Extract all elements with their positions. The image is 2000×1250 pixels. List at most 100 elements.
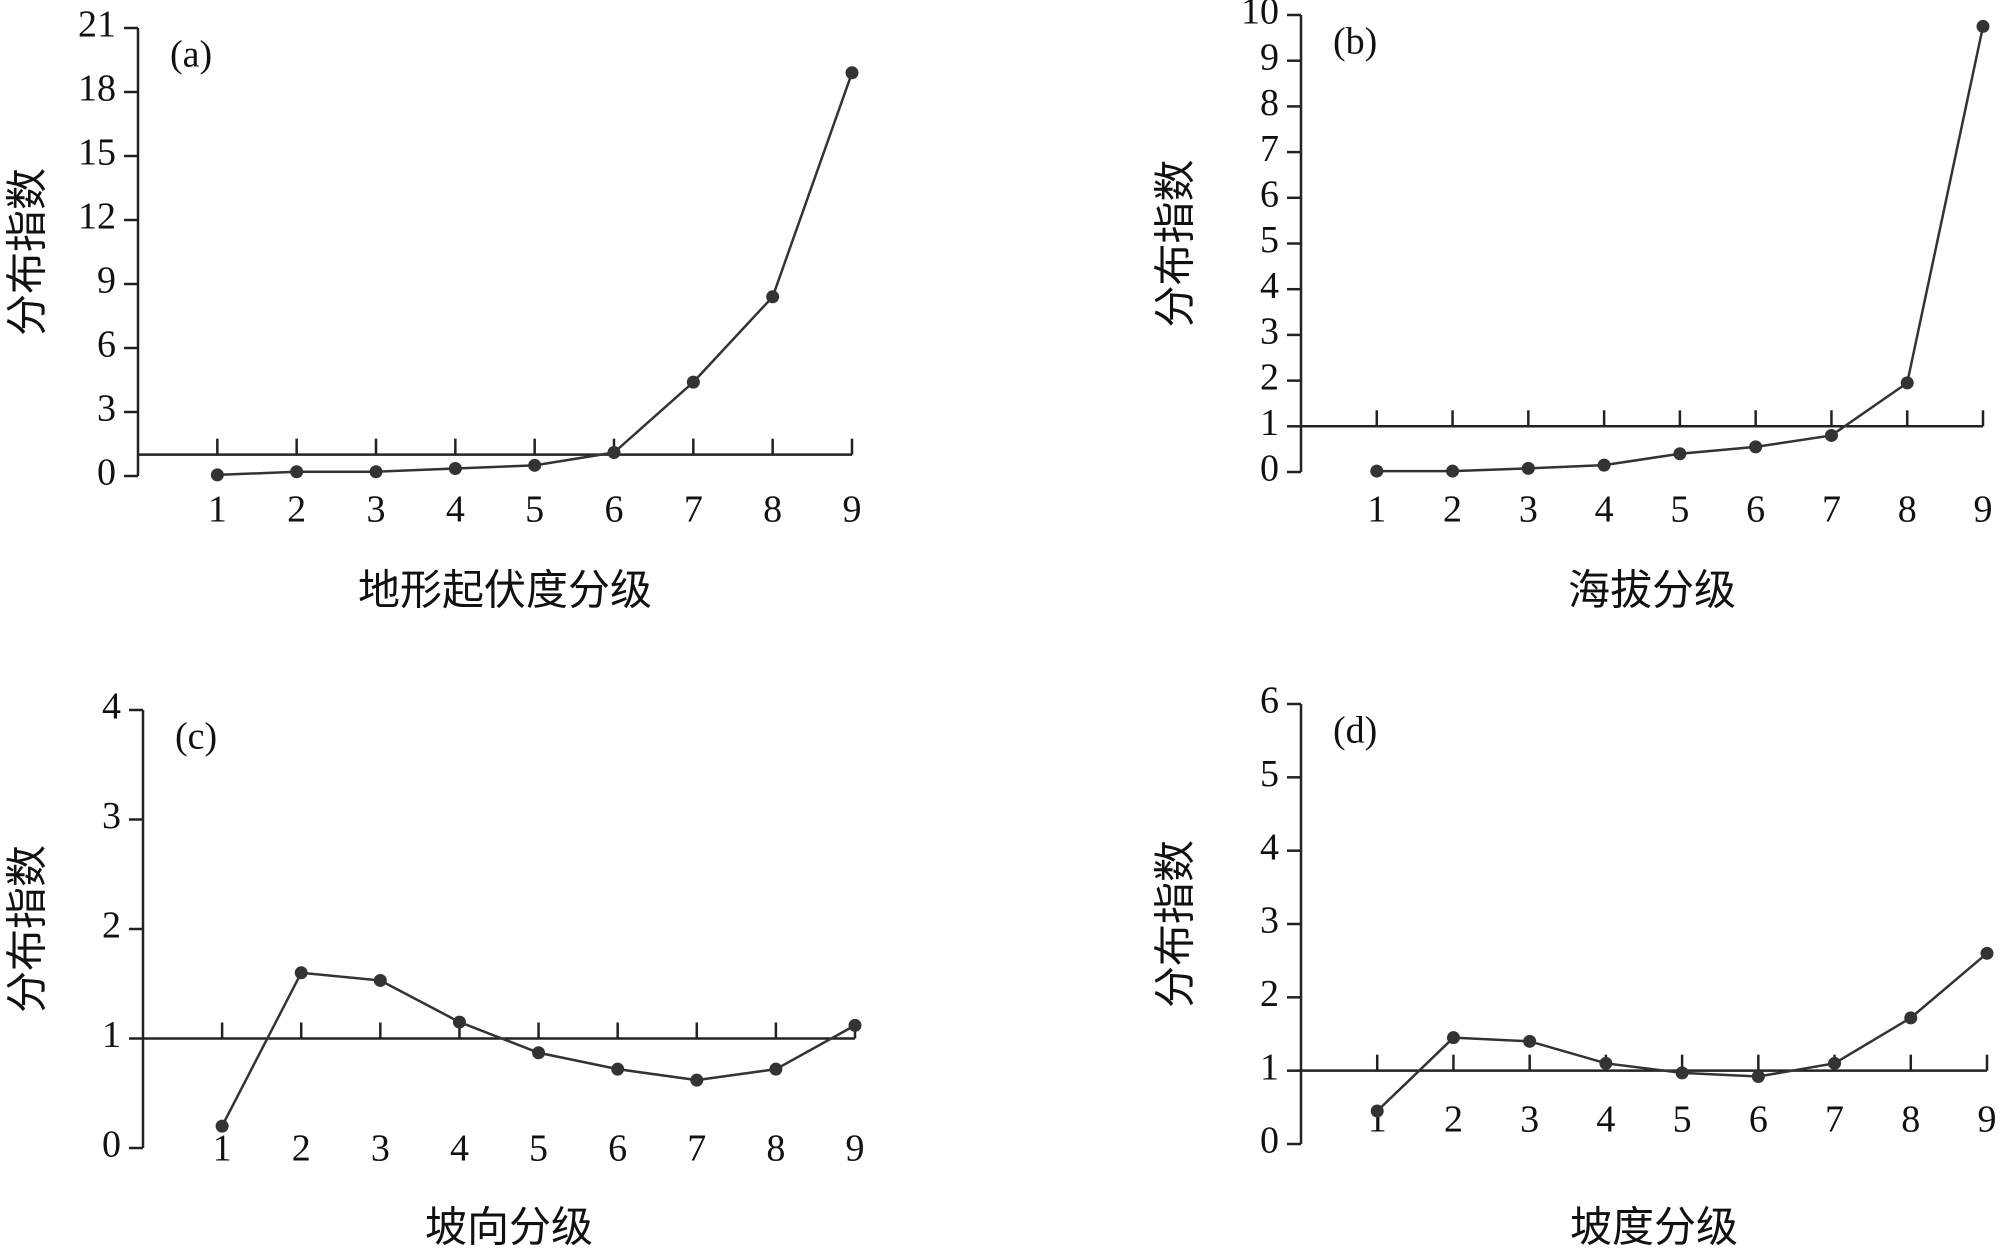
y-tick-label: 5 — [1260, 219, 1279, 261]
y-tick-label: 0 — [97, 452, 116, 494]
y-tick-label: 4 — [102, 686, 121, 728]
y-tick-label: 5 — [1260, 753, 1279, 795]
data-point — [528, 458, 542, 472]
x-tick-label: 6 — [1746, 489, 1765, 531]
y-tick-label: 12 — [78, 196, 116, 238]
x-tick-label: 4 — [446, 489, 465, 531]
data-point — [1523, 1034, 1537, 1048]
data-point — [369, 465, 383, 479]
x-tick-label: 5 — [529, 1128, 548, 1170]
data-point — [373, 973, 387, 987]
y-tick-label: 3 — [1260, 900, 1279, 942]
y-tick-label: 1 — [1260, 402, 1279, 444]
panel-label: (b) — [1333, 21, 1377, 63]
data-point — [1749, 440, 1763, 454]
y-tick-label: 1 — [1260, 1046, 1279, 1088]
y-tick-label: 9 — [1260, 36, 1279, 78]
y-tick-label: 2 — [1260, 356, 1279, 398]
data-point — [290, 465, 304, 479]
x-tick-label: 9 — [1978, 1099, 1997, 1141]
x-tick-label: 7 — [687, 1128, 706, 1170]
y-tick-label: 6 — [1260, 174, 1279, 216]
y-tick-label: 10 — [1241, 0, 1279, 33]
y-tick-label: 0 — [102, 1124, 121, 1166]
panel-label: (c) — [175, 716, 217, 758]
data-line — [217, 72, 854, 477]
y-tick-label: 4 — [1260, 265, 1279, 307]
x-tick-label: 7 — [684, 489, 703, 531]
data-point — [1904, 1011, 1918, 1025]
data-point — [766, 290, 780, 304]
data-point — [845, 66, 859, 80]
x-tick-label: 5 — [1673, 1099, 1692, 1141]
x-tick-label: 8 — [766, 1128, 785, 1170]
x-axis-title: 海拔分级 — [1568, 569, 1736, 615]
y-tick-label: 7 — [1260, 128, 1279, 170]
data-point — [1673, 447, 1687, 461]
x-tick-label: 7 — [1825, 1099, 1844, 1141]
x-tick-label: 3 — [1520, 1099, 1539, 1141]
data-line — [1376, 952, 1988, 1112]
y-tick-label: 3 — [1260, 311, 1279, 353]
x-tick-label: 5 — [1670, 489, 1689, 531]
x-axis-title: 坡度分级 — [1570, 1206, 1738, 1250]
x-tick-label: 3 — [1519, 489, 1538, 531]
data-point — [452, 1015, 466, 1029]
x-axis-title: 地形起伏度分级 — [358, 569, 652, 615]
x-tick-label: 2 — [292, 1128, 311, 1170]
x-tick-label: 9 — [846, 1128, 865, 1170]
x-tick-label: 6 — [1749, 1099, 1768, 1141]
data-line — [1376, 26, 1985, 473]
y-tick-label: 8 — [1260, 82, 1279, 124]
y-tick-label: 15 — [78, 132, 116, 174]
x-tick-label: 6 — [608, 1128, 627, 1170]
y-tick-label: 9 — [97, 260, 116, 302]
y-tick-label: 3 — [102, 795, 121, 837]
data-point — [1900, 376, 1914, 390]
data-point — [690, 1073, 704, 1087]
data-point — [1980, 946, 1994, 960]
data-point — [210, 468, 224, 482]
y-tick-label: 6 — [1260, 680, 1279, 722]
data-point — [448, 462, 462, 476]
y-tick-label: 3 — [97, 388, 116, 430]
x-axis-title: 坡向分级 — [425, 1206, 593, 1250]
data-point — [1370, 464, 1384, 478]
x-tick-label: 3 — [367, 489, 386, 531]
data-point — [1751, 1070, 1765, 1084]
x-tick-label: 6 — [605, 489, 624, 531]
x-tick-label: 9 — [1974, 489, 1993, 531]
data-point — [1370, 1104, 1384, 1118]
y-axis-title: 分布指数 — [6, 845, 52, 1013]
x-tick-label: 1 — [213, 1128, 232, 1170]
x-tick-label: 8 — [1901, 1099, 1920, 1141]
x-tick-label: 3 — [371, 1128, 390, 1170]
y-axis-title: 分布指数 — [1154, 840, 1200, 1008]
data-point — [215, 1119, 229, 1133]
y-tick-label: 0 — [1260, 1120, 1279, 1162]
x-tick-label: 2 — [287, 489, 306, 531]
data-point — [1446, 464, 1460, 478]
data-point — [1446, 1031, 1460, 1045]
y-tick-label: 18 — [78, 68, 116, 110]
data-point — [611, 1062, 625, 1076]
y-tick-label: 6 — [97, 324, 116, 366]
panel-label: (a) — [170, 34, 212, 76]
x-tick-label: 1 — [1367, 489, 1386, 531]
y-tick-label: 4 — [1260, 826, 1279, 868]
data-point — [686, 375, 700, 389]
data-point — [1824, 428, 1838, 442]
x-tick-label: 4 — [1595, 489, 1614, 531]
x-tick-label: 2 — [1443, 489, 1462, 531]
data-point — [848, 1018, 862, 1032]
y-tick-label: 21 — [78, 4, 116, 46]
x-tick-label: 2 — [1444, 1099, 1463, 1141]
y-tick-label: 2 — [102, 905, 121, 947]
x-tick-label: 9 — [843, 489, 862, 531]
x-tick-label: 1 — [208, 489, 227, 531]
data-point — [532, 1046, 546, 1060]
data-point — [1828, 1056, 1842, 1070]
panel-label: (d) — [1333, 710, 1377, 752]
data-point — [607, 446, 621, 460]
